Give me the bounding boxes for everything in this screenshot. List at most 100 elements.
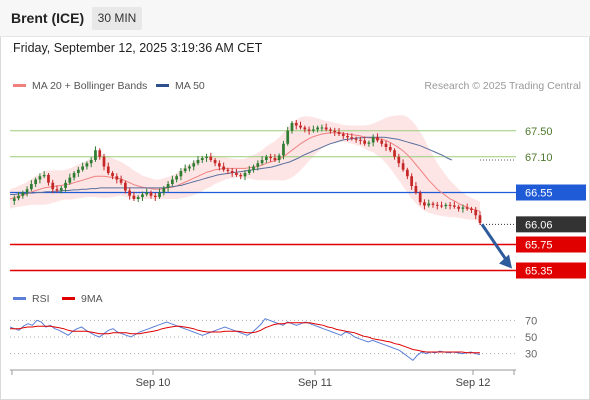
research-credit: Research © 2025 Trading Central [424, 80, 581, 92]
candle-body [431, 203, 435, 205]
candle-body [81, 166, 85, 170]
candle-body [333, 130, 337, 133]
rsi-line [9, 318, 481, 361]
candle-body [418, 192, 422, 203]
candle-body [414, 186, 418, 193]
candle-body [145, 192, 149, 195]
candle-body [226, 169, 230, 172]
candle-body [457, 206, 461, 209]
candle-body [299, 125, 302, 128]
candle-body [76, 169, 80, 173]
candle-body [89, 160, 93, 164]
rsi-label: RSI [32, 293, 50, 305]
x-tick-label: Sep 12 [456, 377, 491, 389]
candle-body [51, 182, 55, 190]
candle-body [380, 140, 384, 144]
candle-body [294, 122, 298, 126]
candle-body [34, 179, 38, 185]
candle-body [59, 187, 63, 191]
candle-body [72, 173, 76, 178]
rsi-level-label-50: 50 [525, 332, 537, 344]
timestamp: Friday, September 12, 2025 3:19:36 AM CE… [13, 41, 263, 55]
candle-body [363, 140, 367, 144]
chart-header: Brent (ICE) 30 MIN [0, 0, 590, 37]
candle-body [213, 160, 217, 164]
candle-body [166, 184, 170, 188]
candle-body [235, 173, 238, 175]
candle-body [354, 138, 358, 140]
candle-body [341, 134, 345, 136]
candle-body [474, 210, 478, 216]
candle-body [102, 156, 106, 167]
x-tick-label: Sep 10 [136, 377, 171, 389]
candle-body [311, 129, 315, 131]
candle-body [264, 156, 268, 160]
pivot-label-box [516, 184, 586, 201]
candle-body [162, 187, 166, 193]
candle-body [192, 163, 196, 167]
ma50-swatch [156, 83, 169, 87]
candle-body [388, 147, 392, 151]
support-label-box-65.75 [516, 236, 586, 253]
interval-badge[interactable]: 30 MIN [92, 7, 142, 30]
candle-body [303, 127, 307, 130]
candle-body [277, 155, 281, 160]
instrument-title: Brent (ICE) [11, 10, 85, 26]
legend-9ma: 9MA [62, 293, 103, 305]
candle-body [452, 205, 456, 207]
support-label-65.75: 65.75 [525, 240, 553, 252]
candle-body [29, 184, 33, 190]
candle-body [350, 137, 354, 139]
rsi-swatch [13, 296, 26, 300]
candle-body [397, 156, 401, 164]
candle-body [12, 198, 16, 201]
candle-body [376, 137, 379, 141]
candle-body [393, 150, 396, 157]
candle-body [239, 174, 243, 177]
candle-body [427, 203, 431, 206]
candle-body [405, 169, 409, 177]
forecast-arrow-head [499, 254, 512, 269]
candle-body [290, 122, 294, 131]
candle-body [115, 176, 119, 180]
candle-body [158, 192, 161, 198]
last-price-box [516, 216, 586, 233]
candle-body [307, 129, 311, 131]
candle-body [153, 195, 157, 198]
candle-body [346, 135, 349, 138]
candle-body [170, 179, 174, 185]
candle-body [247, 169, 251, 173]
rsi-ma9-line [10, 322, 480, 354]
candle-body [136, 197, 140, 199]
rsi-level-label-30: 30 [525, 349, 537, 361]
candle-body [209, 156, 213, 160]
candle-body [260, 160, 264, 164]
candle-body [25, 189, 29, 193]
candle-body [423, 202, 426, 206]
candle-body [465, 207, 469, 209]
candle-body [111, 173, 114, 177]
candle-body [358, 139, 362, 141]
candle-body [85, 163, 89, 167]
ma20-label: MA 20 + Bollinger Bands [32, 80, 148, 92]
ma50-label: MA 50 [175, 80, 205, 92]
ma9-label: 9MA [81, 293, 103, 305]
candle-body [444, 204, 448, 207]
ma20-swatch [13, 83, 26, 87]
candle-body [243, 173, 247, 177]
candle-body [94, 150, 97, 160]
candle-body [119, 179, 123, 183]
candle-body [132, 195, 136, 199]
candle-body [217, 163, 221, 167]
candle-body [461, 207, 465, 209]
candle-body [141, 194, 144, 198]
candle-body [42, 174, 46, 177]
candle-body [205, 156, 208, 159]
candle-body [17, 195, 20, 199]
candle-body [123, 182, 127, 191]
candle-body [47, 174, 50, 183]
rsi-level-label-70: 70 [525, 315, 537, 327]
legend-rsi: RSI [13, 293, 50, 305]
resistance-label-67.10: 67.10 [525, 152, 553, 164]
